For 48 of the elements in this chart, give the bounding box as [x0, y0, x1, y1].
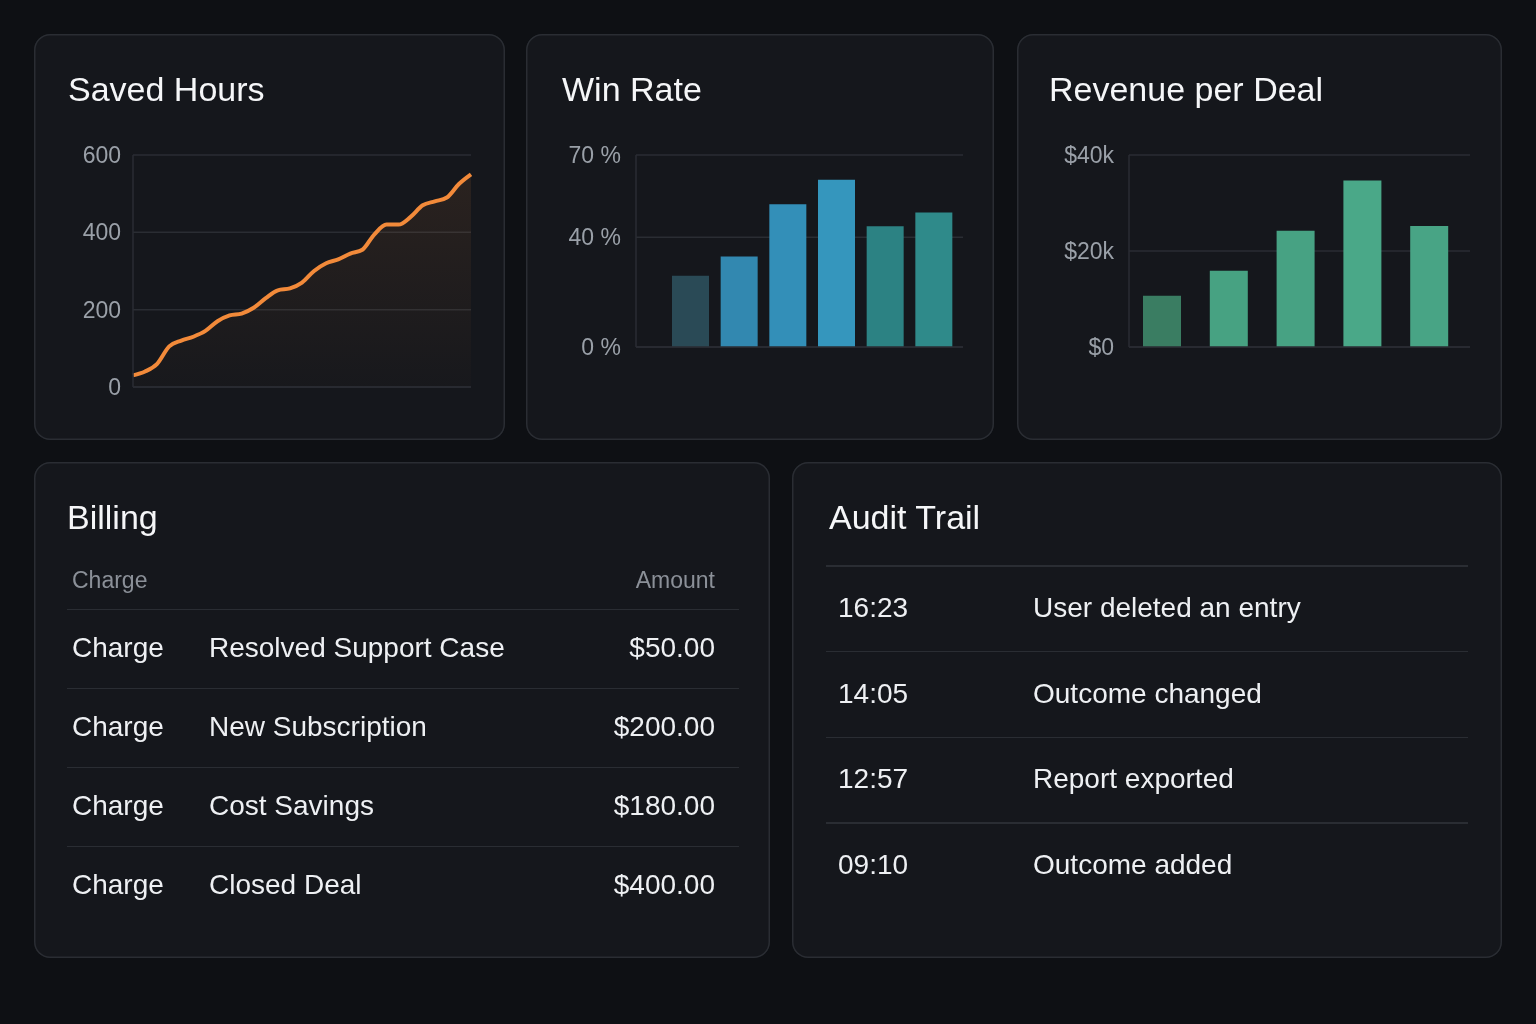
text: Charge — [72, 868, 164, 902]
text: Charge — [72, 567, 148, 595]
text: $200.00 — [613, 710, 715, 744]
y-tick-label: $40k — [1064, 142, 1115, 169]
bar — [720, 256, 758, 347]
bar — [1143, 295, 1181, 347]
chart-title: Revenue per Deal — [1049, 69, 1324, 109]
bar — [1276, 230, 1315, 347]
text: Report exported — [1033, 762, 1234, 797]
chart-title: Saved Hours — [68, 69, 265, 109]
y-tick-label: 70 % — [568, 142, 621, 169]
y-tick-label: 0 — [108, 374, 121, 401]
text: Charge — [72, 631, 164, 665]
y-tick-label: 0 % — [581, 334, 621, 361]
text: User deleted an entry — [1033, 591, 1301, 625]
bar — [1343, 180, 1382, 347]
text: Amount — [635, 567, 715, 595]
text: New Subscription — [209, 710, 427, 744]
bar — [769, 204, 807, 347]
text: 16:23 — [838, 591, 909, 625]
text: Audit Trail — [829, 497, 981, 537]
bar — [1410, 226, 1449, 347]
bar — [1209, 270, 1248, 347]
text: 09:10 — [838, 848, 909, 882]
y-tick-label: $0 — [1088, 334, 1114, 361]
bar — [866, 226, 904, 347]
y-tick-label: $20k — [1064, 238, 1115, 265]
text: Billing — [67, 497, 158, 537]
bar — [915, 212, 953, 347]
text: Charge — [72, 710, 164, 744]
y-tick-label: 40 % — [568, 224, 621, 251]
text: $180.00 — [613, 789, 715, 823]
text: Cost Savings — [209, 789, 374, 823]
text: $400.00 — [613, 868, 715, 902]
text: Resolved Support Case — [209, 631, 505, 665]
text: 12:57 — [838, 762, 909, 797]
text: $50.00 — [629, 631, 715, 665]
text: Charge — [72, 789, 164, 823]
y-tick-label: 200 — [82, 296, 121, 323]
bar — [818, 179, 855, 347]
y-tick-label: 600 — [82, 142, 121, 169]
text: Closed Deal — [209, 868, 362, 902]
text: Outcome added — [1033, 848, 1233, 882]
text: 14:05 — [838, 676, 909, 711]
chart-title: Win Rate — [562, 69, 702, 109]
bar — [672, 275, 709, 347]
y-tick-label: 400 — [82, 219, 121, 246]
text: Outcome changed — [1033, 676, 1262, 711]
